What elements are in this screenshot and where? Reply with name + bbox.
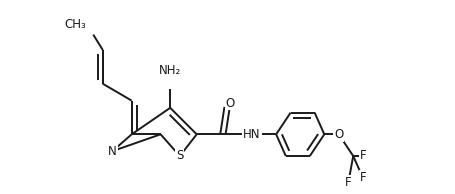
Text: O: O [334, 128, 343, 141]
Text: F: F [359, 171, 365, 184]
Text: N: N [108, 145, 116, 158]
Text: CH₃: CH₃ [64, 18, 86, 31]
Text: F: F [344, 176, 351, 189]
Text: O: O [225, 97, 234, 110]
Text: S: S [176, 150, 183, 163]
Text: F: F [359, 150, 366, 163]
Text: NH₂: NH₂ [159, 64, 181, 77]
Text: HN: HN [243, 128, 260, 141]
